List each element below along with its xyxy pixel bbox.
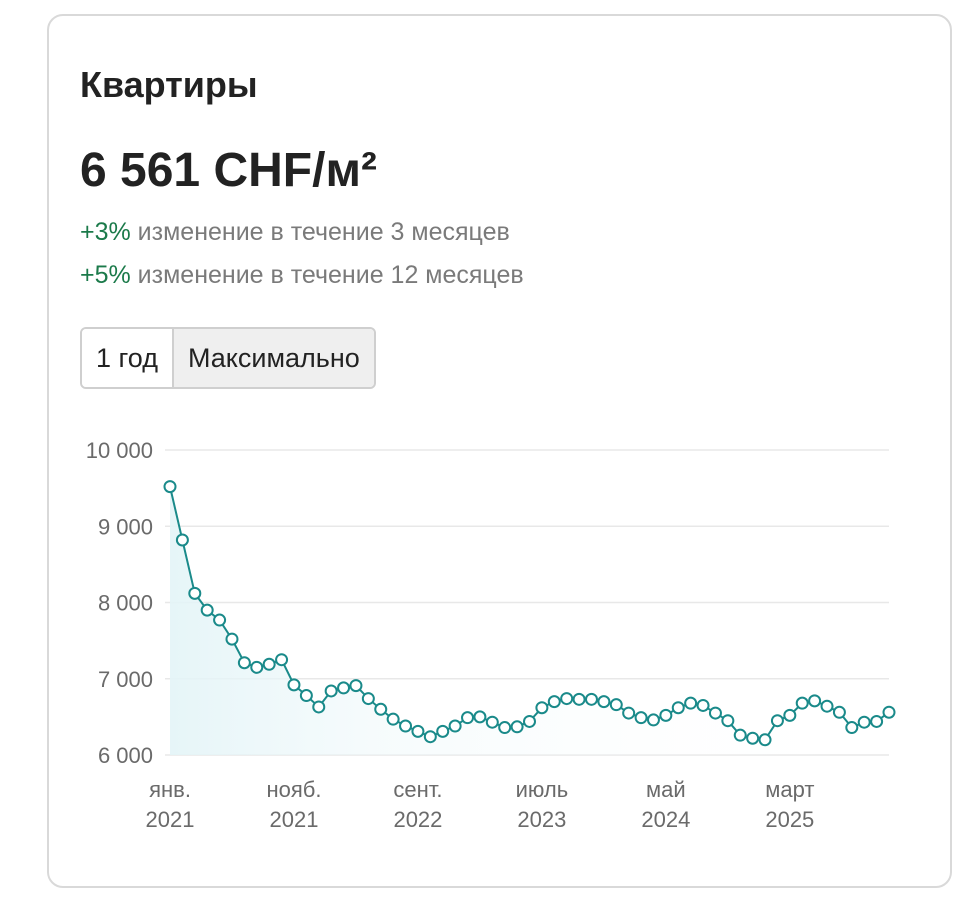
data-point[interactable] xyxy=(163,480,177,494)
data-point[interactable] xyxy=(175,533,189,547)
data-point[interactable] xyxy=(634,711,648,725)
data-point[interactable] xyxy=(783,708,797,722)
data-point[interactable] xyxy=(188,586,202,600)
data-point[interactable] xyxy=(808,694,822,708)
data-point[interactable] xyxy=(473,710,487,724)
data-point[interactable] xyxy=(770,714,784,728)
data-point[interactable] xyxy=(200,603,214,617)
data-point[interactable] xyxy=(399,719,413,733)
x-tick-month: май xyxy=(646,777,686,802)
data-point[interactable] xyxy=(485,715,499,729)
card-title: Квартиры xyxy=(80,64,258,105)
x-tick-year: 2023 xyxy=(517,807,566,832)
data-point[interactable] xyxy=(448,719,462,733)
data-point[interactable] xyxy=(584,692,598,706)
data-point[interactable] xyxy=(597,695,611,709)
data-point[interactable] xyxy=(237,656,251,670)
x-tick-month: июль xyxy=(516,777,569,802)
range-max-button[interactable]: Максимально xyxy=(173,329,374,387)
data-point[interactable] xyxy=(535,701,549,715)
data-point[interactable] xyxy=(337,681,351,695)
data-point[interactable] xyxy=(671,701,685,715)
y-tick-label: 6 000 xyxy=(98,743,153,768)
x-tick-year: 2022 xyxy=(393,807,442,832)
x-tick-month: нояб. xyxy=(266,777,321,802)
data-point[interactable] xyxy=(275,653,289,667)
change-12-months: +5% изменение в течение 12 месяцев xyxy=(80,261,524,290)
data-point[interactable] xyxy=(374,702,388,716)
change-3-months-label: изменение в течение 3 месяцев xyxy=(130,218,510,246)
data-point[interactable] xyxy=(758,733,772,747)
data-point[interactable] xyxy=(349,679,363,693)
data-point[interactable] xyxy=(386,712,400,726)
x-tick-year: 2025 xyxy=(765,807,814,832)
data-point[interactable] xyxy=(547,695,561,709)
data-point[interactable] xyxy=(411,724,425,738)
data-point[interactable] xyxy=(262,657,276,671)
x-tick-month: янв. xyxy=(149,777,191,802)
data-point[interactable] xyxy=(708,706,722,720)
x-tick-year: 2021 xyxy=(146,807,195,832)
x-tick-year: 2021 xyxy=(269,807,318,832)
data-point[interactable] xyxy=(820,699,834,713)
data-point[interactable] xyxy=(795,696,809,710)
data-point[interactable] xyxy=(845,721,859,735)
range-1-year-button[interactable]: 1 год xyxy=(82,329,174,387)
data-point[interactable] xyxy=(622,706,636,720)
data-point[interactable] xyxy=(461,711,475,725)
data-point[interactable] xyxy=(696,698,710,712)
y-tick-label: 10 000 xyxy=(86,438,153,463)
range-toggle: 1 год Максимально xyxy=(80,327,376,389)
data-point[interactable] xyxy=(287,678,301,692)
data-point[interactable] xyxy=(646,713,660,727)
data-point[interactable] xyxy=(324,684,338,698)
change-12-months-percent: +5% xyxy=(80,261,131,289)
data-point[interactable] xyxy=(510,720,524,734)
data-point[interactable] xyxy=(225,632,239,646)
data-point[interactable] xyxy=(361,692,375,706)
y-tick-label: 7 000 xyxy=(98,667,153,692)
data-point[interactable] xyxy=(213,613,227,627)
data-point[interactable] xyxy=(312,700,326,714)
x-tick-month: сент. xyxy=(393,777,442,802)
data-point[interactable] xyxy=(870,714,884,728)
data-point[interactable] xyxy=(882,705,896,719)
data-point[interactable] xyxy=(746,731,760,745)
x-tick-month: март xyxy=(765,777,814,802)
data-point[interactable] xyxy=(436,724,450,738)
current-price: 6 561 CHF/м² xyxy=(80,144,377,197)
change-3-months-percent: +3% xyxy=(80,218,131,246)
data-point[interactable] xyxy=(857,715,871,729)
x-tick-year: 2024 xyxy=(641,807,690,832)
data-point[interactable] xyxy=(498,721,512,735)
data-point[interactable] xyxy=(659,708,673,722)
y-tick-label: 8 000 xyxy=(98,591,153,616)
data-point[interactable] xyxy=(560,692,574,706)
data-point[interactable] xyxy=(523,714,536,728)
data-point[interactable] xyxy=(609,698,623,712)
data-point[interactable] xyxy=(684,696,698,710)
y-tick-label: 9 000 xyxy=(98,514,153,539)
data-point[interactable] xyxy=(423,730,437,744)
change-12-months-label: изменение в течение 12 месяцев xyxy=(130,261,524,289)
data-point[interactable] xyxy=(733,728,747,742)
data-point[interactable] xyxy=(299,689,313,703)
data-point[interactable] xyxy=(572,692,586,706)
data-point[interactable] xyxy=(832,705,846,719)
change-3-months: +3% изменение в течение 3 месяцев xyxy=(80,218,510,247)
data-point[interactable] xyxy=(721,714,735,728)
data-point[interactable] xyxy=(250,660,264,674)
